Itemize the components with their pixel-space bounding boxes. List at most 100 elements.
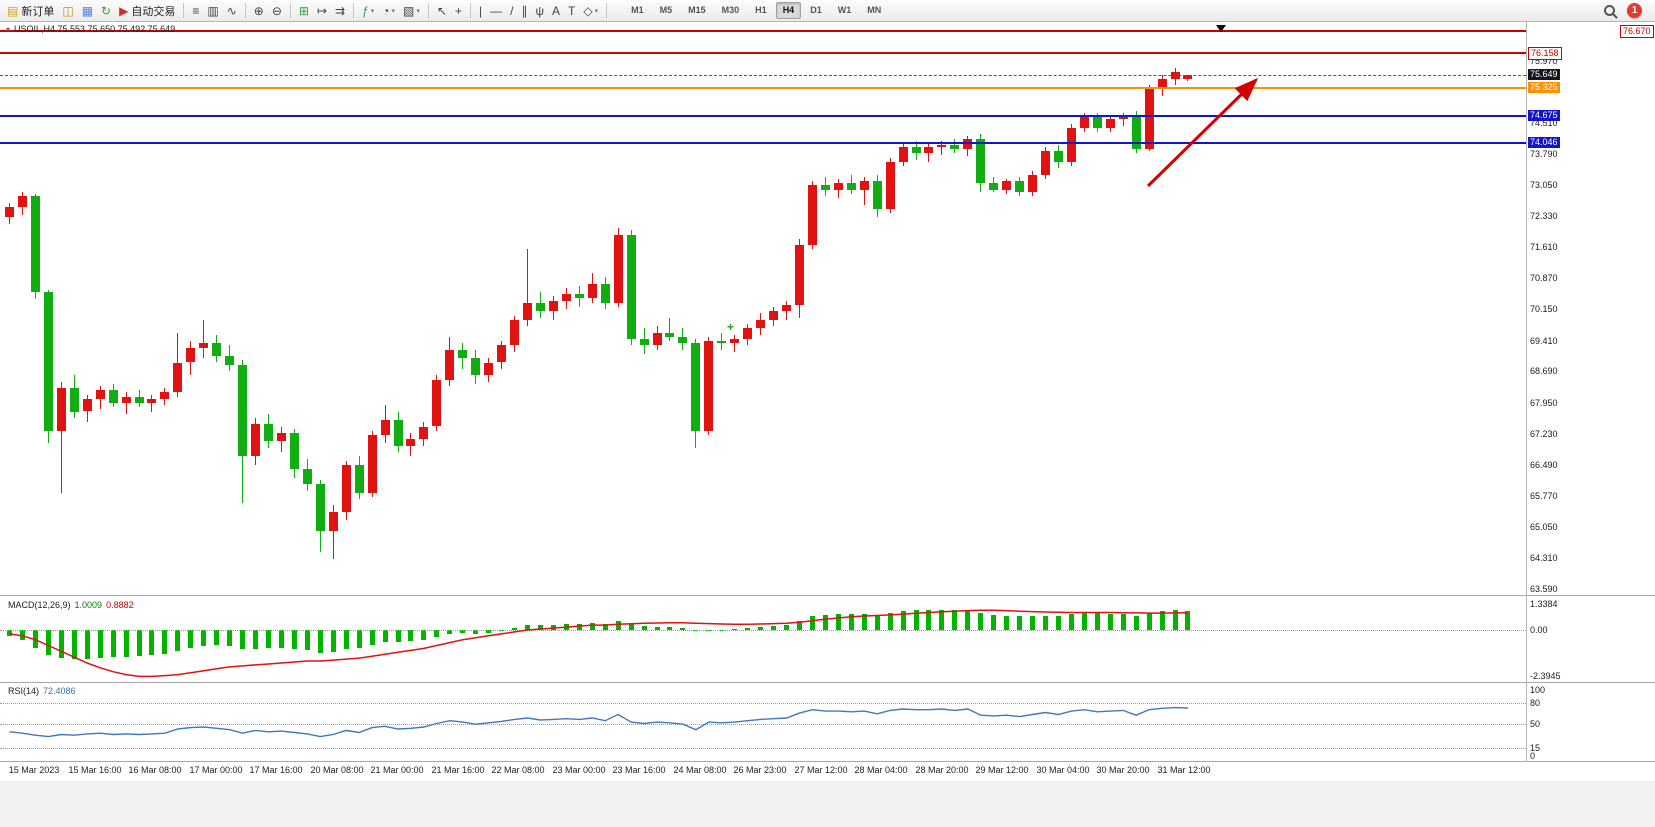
vertical-line-button[interactable]: |: [476, 2, 485, 20]
zoom-out-button[interactable]: ⊖: [269, 2, 285, 20]
arrows-button[interactable]: ◇ ▾: [580, 2, 601, 20]
auto-scroll-button[interactable]: ↦: [314, 2, 330, 20]
candle-body: [912, 147, 921, 154]
indicators-icon: ƒ: [362, 3, 369, 18]
trendline-button[interactable]: /: [507, 2, 516, 20]
plus-marker: +: [727, 320, 735, 334]
resistance-line-2[interactable]: [0, 52, 1526, 54]
candle-body: [523, 302, 532, 320]
candle-body: [691, 343, 700, 431]
candle-body: [886, 162, 895, 209]
timeframe-mn[interactable]: MN: [867, 5, 882, 15]
candlestick-chart-button[interactable]: ▥: [204, 2, 221, 20]
macd-name: MACD(12,26,9): [8, 600, 71, 610]
timeframe-m5[interactable]: M5: [659, 5, 673, 15]
candle-body: [808, 185, 817, 246]
candle-body: [394, 420, 403, 446]
timeframe-m15[interactable]: M15: [688, 5, 706, 15]
fibonacci-button[interactable]: ψ: [532, 2, 547, 20]
collapse-triangle-icon[interactable]: ▾: [6, 25, 11, 34]
auto-scroll-icon: ↦: [316, 3, 327, 18]
refresh-button[interactable]: ↻: [98, 2, 114, 20]
toolbar-right-group: 1: [1600, 2, 1652, 20]
timeframe-m1[interactable]: M1: [631, 5, 644, 15]
search-button[interactable]: [1601, 2, 1618, 20]
chart-window-button[interactable]: ◫: [59, 2, 76, 20]
chart-shift-button[interactable]: ⇉: [332, 2, 348, 20]
rsi-scale-label: 50: [1530, 719, 1541, 729]
periods-button[interactable]: ◔ ▾: [379, 2, 398, 20]
templates-button[interactable]: ▧ ▾: [400, 2, 423, 20]
timeframe-h1[interactable]: H1: [755, 5, 767, 15]
main-toolbar: ▤ 新订单 ◫ ▦ ↻ ▶ 自动交易 ≡ ▥ ∿ ⊕ ⊖ ⊞ ↦ ⇉ ƒ ▾ ◔ ▾ ▧ ▾ ↖ + | — / ∥ ψ A T ◇ ▾ M1…: [0, 0, 1655, 22]
candle-body: [1054, 151, 1063, 162]
horizontal-line-button[interactable]: —: [487, 2, 505, 20]
bid-price-line-price-label: 75.649: [1528, 69, 1560, 80]
timeframe-w1[interactable]: W1: [837, 5, 852, 15]
channel-icon: ∥: [521, 3, 528, 18]
line-chart-icon: ∿: [226, 3, 237, 18]
candle-body: [329, 511, 338, 531]
search-icon: [1604, 5, 1615, 16]
text-button[interactable]: A: [549, 2, 563, 20]
notification-badge[interactable]: 1: [1627, 3, 1642, 18]
price-tick-label: 65.770: [1530, 491, 1558, 501]
panel-separator[interactable]: [0, 595, 1655, 596]
price-tick-label: 73.790: [1530, 149, 1558, 159]
candle-body: [1041, 151, 1050, 175]
candle-body: [83, 398, 92, 412]
cursor-icon: ↖: [436, 3, 447, 18]
timeframe-m30[interactable]: M30: [721, 5, 740, 15]
timeframe-h4[interactable]: H4: [775, 2, 802, 19]
profiles-icon: ▦: [81, 3, 94, 18]
candle-body: [212, 343, 221, 357]
text-label-button[interactable]: T: [565, 2, 578, 20]
chart-title: ▾ USOIL,H4 75.553 75.650 75.492 75.649: [6, 24, 175, 34]
candle-body: [199, 343, 208, 348]
auto-trading-button[interactable]: ▶ 自动交易: [116, 2, 178, 20]
indicators-button[interactable]: ƒ ▾: [359, 2, 377, 20]
candle-body: [1002, 181, 1011, 190]
candle-wick: [151, 394, 152, 412]
candle-body: [342, 464, 351, 512]
date-tick-label: 29 Mar 12:00: [975, 765, 1029, 775]
candle-body: [588, 283, 597, 299]
candle-body: [96, 390, 105, 399]
candle-body: [640, 339, 649, 346]
new-order-icon: ▤: [7, 3, 19, 18]
price-tick-label: 73.050: [1530, 180, 1558, 190]
line-chart-button[interactable]: ∿: [224, 2, 240, 20]
tile-windows-button[interactable]: ⊞: [296, 2, 312, 20]
channel-button[interactable]: ∥: [518, 2, 530, 20]
candle-body: [238, 364, 247, 457]
cursor-button[interactable]: ↖: [434, 2, 450, 20]
candle-body: [1106, 119, 1115, 128]
fibonacci-icon: ψ: [535, 3, 544, 18]
profiles-button[interactable]: ▦: [79, 2, 96, 20]
chart-shift-marker-icon[interactable]: [1216, 25, 1226, 32]
rsi-scale-label: 15: [1530, 743, 1541, 753]
blue-level-line-2[interactable]: [0, 142, 1526, 144]
candle-body: [445, 349, 454, 380]
zoom-in-button[interactable]: ⊕: [251, 2, 267, 20]
timeframe-d1[interactable]: D1: [810, 5, 822, 15]
blue-level-line-1[interactable]: [0, 115, 1526, 117]
panel-separator[interactable]: [0, 682, 1655, 683]
price-tick-label: 64.310: [1530, 553, 1558, 563]
crosshair-icon: +: [454, 3, 462, 18]
bar-chart-button[interactable]: ≡: [189, 2, 202, 20]
blue-level-line-1-price-label: 74.675: [1528, 110, 1560, 121]
orange-level-line[interactable]: [0, 87, 1526, 89]
dropdown-arrow-icon: ▾: [416, 7, 420, 15]
arrows-icon: ◇: [583, 3, 593, 18]
new-order-button[interactable]: ▤ 新订单: [4, 2, 57, 20]
candle-body: [704, 341, 713, 431]
resistance-line-1[interactable]: [0, 30, 1526, 32]
rsi-level-line: [0, 703, 1526, 704]
date-tick-label: 21 Mar 00:00: [370, 765, 424, 775]
candle-body: [782, 304, 791, 312]
orange-level-line-price-label: 75.325: [1528, 82, 1560, 93]
crosshair-button[interactable]: +: [452, 2, 465, 20]
